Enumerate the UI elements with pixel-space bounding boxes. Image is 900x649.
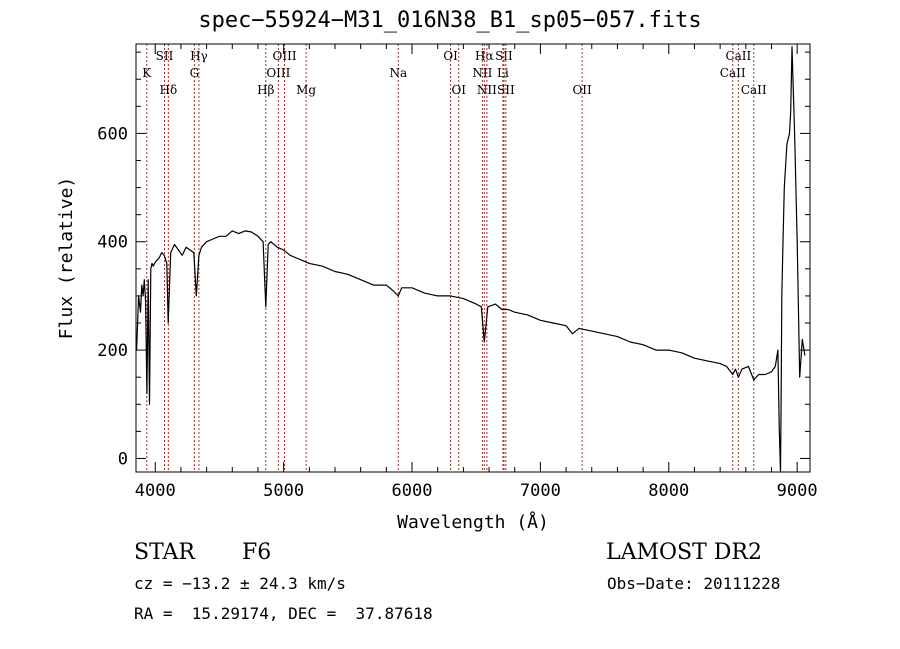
spectral-line-label: Li xyxy=(497,66,509,80)
spectral-line-label: Mg xyxy=(296,83,316,97)
y-axis-label: Flux (relative) xyxy=(56,177,77,340)
spectrum-line xyxy=(136,46,806,473)
x-tick-label: 4000 xyxy=(135,481,176,501)
x-tick-label: 7000 xyxy=(520,481,561,501)
radec-label: RA = 15.29174, DEC = 37.87618 xyxy=(134,604,433,623)
spectral-line-label: Hα xyxy=(475,49,494,63)
y-tick-label: 0 xyxy=(118,449,128,469)
object-subclass: F6 xyxy=(242,540,272,565)
object-class: STAR xyxy=(134,540,195,565)
spectral-line-label: Hδ xyxy=(160,83,178,97)
y-tick-label: 600 xyxy=(97,124,128,144)
x-tick-label: 5000 xyxy=(263,481,304,501)
spectral-line-label: Hβ xyxy=(257,83,274,97)
x-tick-label: 8000 xyxy=(648,481,689,501)
obs-date-label: Obs−Date: 20111228 xyxy=(607,574,781,593)
x-tick-label: 6000 xyxy=(392,481,433,501)
spectral-line-label: Na xyxy=(389,66,407,80)
spectral-line-label: SII xyxy=(497,83,515,97)
y-tick-label: 400 xyxy=(97,233,128,253)
spectral-line-label: CaII xyxy=(725,49,751,63)
spectral-line-label: CaII xyxy=(741,83,767,97)
spectral-line-label: G xyxy=(190,66,200,80)
x-axis-label: Wavelength (Å) xyxy=(397,511,549,533)
spectral-line-label: OII xyxy=(572,83,592,97)
spectral-line-label: OI xyxy=(443,49,458,63)
spectral-line-label: SII xyxy=(495,49,513,63)
spectral-line-label: Hγ xyxy=(190,49,208,63)
spectral-line-label: CaII xyxy=(720,66,746,80)
survey-label: LAMOST DR2 xyxy=(606,540,762,565)
spectral-line-label: NII xyxy=(472,66,492,80)
spectral-line-label: NII xyxy=(477,83,497,97)
spectral-line-label: OIII xyxy=(273,49,297,63)
x-tick-label: 9000 xyxy=(777,481,818,501)
spectral-line-label: OI xyxy=(451,83,466,97)
redshift-label: cz = −13.2 ± 24.3 km/s xyxy=(134,574,346,593)
spectral-line-label: OIII xyxy=(266,66,290,80)
spectral-line-label: SII xyxy=(156,49,174,63)
y-tick-label: 200 xyxy=(97,341,128,361)
chart-title: spec−55924−M31_016N38_B1_sp05−057.fits xyxy=(198,8,702,33)
plot-frame xyxy=(135,43,811,473)
spectral-line-label: K xyxy=(142,66,152,80)
